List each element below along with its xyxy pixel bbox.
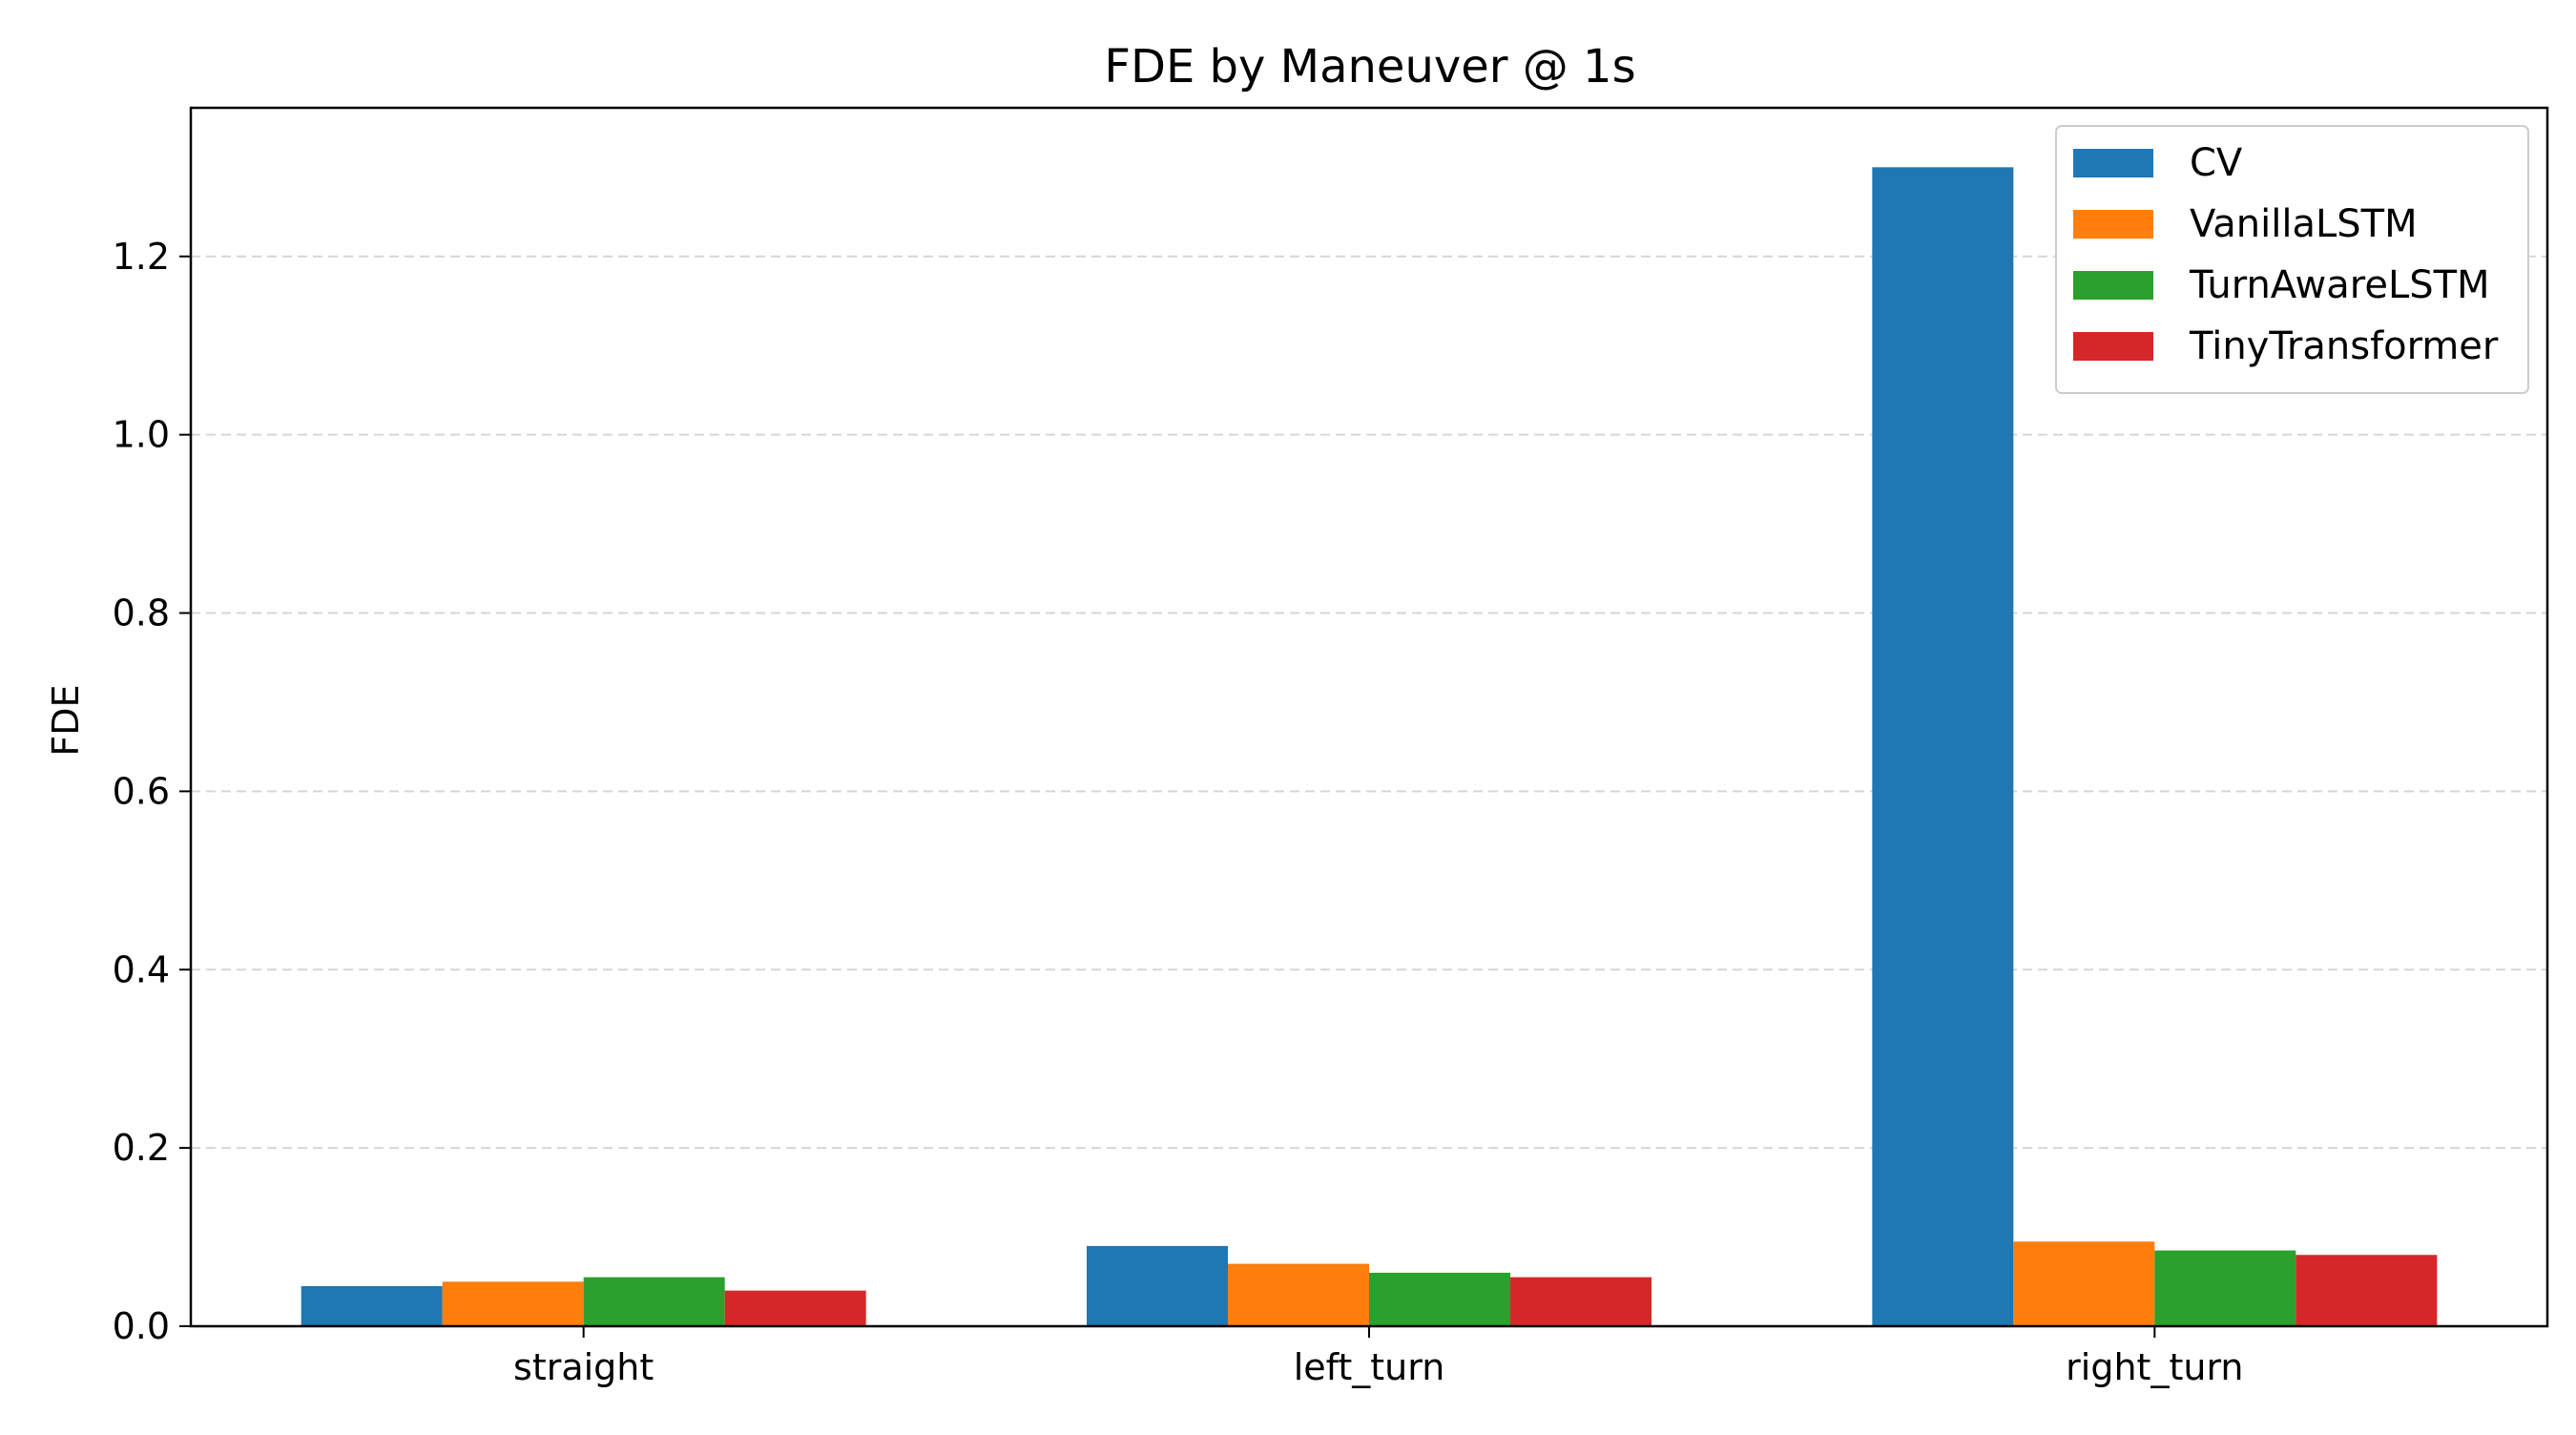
bar-TinyTransformer-straight: [724, 1290, 866, 1326]
legend-label-CV: CV: [2190, 141, 2243, 185]
legend-swatch-TurnAwareLSTM: [2073, 271, 2153, 300]
y-tick-label: 0.2: [113, 1127, 170, 1169]
bar-TurnAwareLSTM-straight: [583, 1277, 725, 1326]
legend-swatch-CV: [2073, 149, 2153, 177]
chart-title: FDE by Maneuver @ 1s: [1104, 40, 1635, 94]
bar-TurnAwareLSTM-left_turn: [1369, 1272, 1510, 1326]
gridlines: [191, 255, 2547, 1150]
y-tick-label: 0.6: [113, 770, 170, 812]
legend-label-VanillaLSTM: VanillaLSTM: [2190, 202, 2418, 246]
y-tick-label: 0.0: [113, 1305, 170, 1347]
y-tick-label: 0.8: [113, 593, 170, 634]
axes: 0.0 0.2 0.4 0.6 0.8 1.0 1.2 straight left_turn ri…: [113, 106, 2549, 1388]
y-tick-label: 1.2: [113, 236, 170, 278]
x-tick-label: right_turn: [2066, 1346, 2243, 1388]
bar-TinyTransformer-right_turn: [2296, 1255, 2438, 1326]
y-tick-label: 0.4: [113, 948, 170, 990]
y-axis-label: FDE: [45, 684, 87, 756]
legend-box: [2055, 125, 2529, 394]
bar-TinyTransformer-left_turn: [1510, 1277, 1652, 1326]
x-tick-label: left_turn: [1294, 1346, 1445, 1388]
bar-VanillaLSTM-right_turn: [2013, 1241, 2155, 1326]
bar-CV-right_turn: [1872, 167, 2014, 1327]
legend-label-TinyTransformer: TinyTransformer: [2189, 324, 2499, 368]
bar-VanillaLSTM-left_turn: [1228, 1263, 1369, 1326]
legend-swatch-TinyTransformer: [2073, 332, 2153, 361]
y-tick-label: 1.0: [113, 414, 170, 456]
plot-frame: [189, 106, 2549, 1328]
legend-swatch-VanillaLSTM: [2073, 210, 2153, 239]
bars: [301, 167, 2438, 1327]
bar-CV-left_turn: [1087, 1245, 1228, 1326]
legend: CV VanillaLSTM TurnAwareLSTM TinyTransforme…: [2055, 125, 2529, 394]
bar-TurnAwareLSTM-right_turn: [2154, 1250, 2296, 1326]
bar-VanillaLSTM-straight: [442, 1281, 584, 1326]
x-tick-label: straight: [513, 1346, 654, 1388]
legend-label-TurnAwareLSTM: TurnAwareLSTM: [2189, 263, 2490, 307]
bar-CV-straight: [301, 1285, 443, 1326]
